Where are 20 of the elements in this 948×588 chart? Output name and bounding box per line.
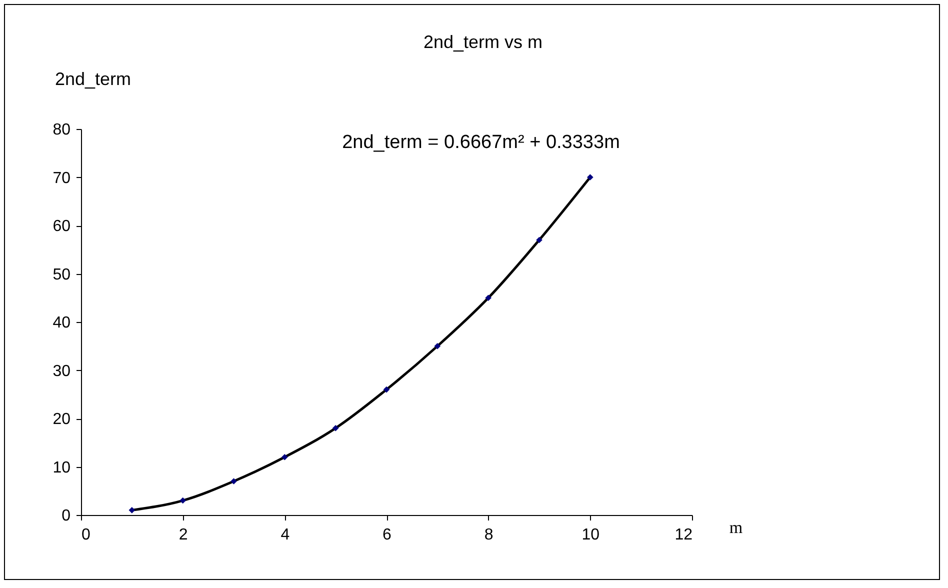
y-tick-label: 30: [52, 362, 71, 380]
x-tick-label: 12: [674, 526, 693, 544]
y-axis-title: 2nd_term: [54, 69, 132, 89]
annotation: 2nd_term = 0.6667m² + 0.3333m: [342, 132, 620, 153]
y-tick-label: 0: [62, 508, 71, 524]
x-tick-label: 2: [178, 526, 188, 544]
x-tick-label: 4: [280, 526, 290, 544]
y-tick-label: 70: [52, 170, 71, 187]
y-tick-label: 10: [52, 459, 71, 476]
x-tick-label: 0: [82, 526, 90, 544]
x-tick-label: 8: [484, 526, 494, 544]
x-tick-label: 10: [582, 526, 600, 544]
x-tick-label: 6: [382, 526, 392, 544]
x-axis-title: m: [729, 518, 743, 537]
y-tick-label: 50: [52, 266, 71, 284]
y-tick-label: 60: [52, 218, 71, 235]
y-tick-label: 40: [52, 314, 71, 332]
chart-title: 2nd_term vs m: [423, 32, 543, 52]
y-tick-label: 20: [52, 411, 71, 428]
y-tick-label: 80: [52, 122, 71, 138]
